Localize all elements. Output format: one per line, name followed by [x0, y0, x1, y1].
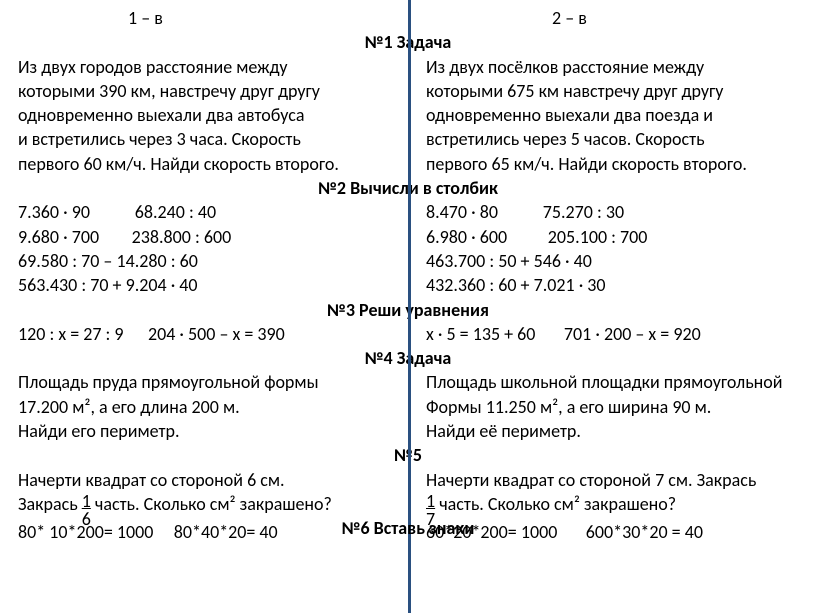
heading-6: №6 Вставь знаки — [0, 516, 816, 540]
p3-left: 120 : х = 27 : 9 204 · 500 – х = 390 — [18, 322, 408, 346]
p3-right: х · 5 = 135 + 60 701 · 200 – х = 920 — [408, 322, 798, 346]
text-line: первого 60 км/ч. Найди скорость второго. — [18, 152, 390, 176]
text-line: одновременно выехали два поезда и — [426, 103, 798, 127]
text-line: 9.680 · 700 238.800 : 600 — [18, 225, 390, 249]
text-line: Площадь школьной площадки прямоугольной — [426, 370, 798, 394]
text-line: которыми 675 км навстречу друг другу — [426, 79, 798, 103]
p4-left: Площадь пруда прямоугольной формы 17.200… — [18, 370, 408, 443]
text-line: 463.700 : 50 + 546 · 40 — [426, 249, 798, 273]
text-line: Найди его периметр. — [18, 419, 390, 443]
text-line: которыми 390 км, навстречу друг другу — [18, 79, 390, 103]
text-line: 7.360 · 90 68.240 : 40 — [18, 200, 390, 224]
text-line: встретились через 5 часов. Скорость — [426, 127, 798, 151]
text-line: Из двух посёлков расстояние между — [426, 55, 798, 79]
text-line: первого 65 км/ч. Найди скорость второго. — [426, 152, 798, 176]
text-line: и встретились через 3 часа. Скорость — [18, 127, 390, 151]
text-span: Закрась — [18, 493, 82, 515]
text-line: Найди её периметр. — [426, 419, 798, 443]
text-line: 563.430 : 70 + 9.204 · 40 — [18, 273, 390, 297]
text-line: 8.470 · 80 75.270 : 30 — [426, 200, 798, 224]
variant-right: 2 – в — [392, 6, 798, 30]
p4-right: Площадь школьной площадки прямоугольной … — [408, 370, 798, 443]
p2-right: 8.470 · 80 75.270 : 30 6.980 · 600 205.1… — [408, 200, 798, 297]
text-line: 17.200 м², а его длина 200 м. — [18, 395, 390, 419]
text-line: Начерти квадрат со стороной 6 см. — [18, 468, 390, 492]
text-span: часть. Сколько см² закрашено? — [91, 493, 332, 515]
p2-left: 7.360 · 90 68.240 : 40 9.680 · 700 238.8… — [18, 200, 408, 297]
text-line: 432.360 : 60 + 7.021 · 30 — [426, 273, 798, 297]
variant-left: 1 – в — [18, 6, 392, 30]
text-line: Начерти квадрат со стороной 7 см. Закрас… — [426, 468, 798, 492]
text-line: Из двух городов расстояние между — [18, 55, 390, 79]
p1-right: Из двух посёлков расстояние между которы… — [408, 55, 798, 176]
text-line: Площадь пруда прямоугольной формы — [18, 370, 390, 394]
text-line: 69.580 : 70 – 14.280 : 60 — [18, 249, 390, 273]
text-line: одновременно выехали два автобуса — [18, 103, 390, 127]
text-span: часть. Сколько см² закрашено? — [435, 493, 676, 515]
p1-left: Из двух городов расстояние между которым… — [18, 55, 408, 176]
text-line: Формы 11.250 м², а его ширина 90 м. — [426, 395, 798, 419]
text-line: 6.980 · 600 205.100 : 700 — [426, 225, 798, 249]
